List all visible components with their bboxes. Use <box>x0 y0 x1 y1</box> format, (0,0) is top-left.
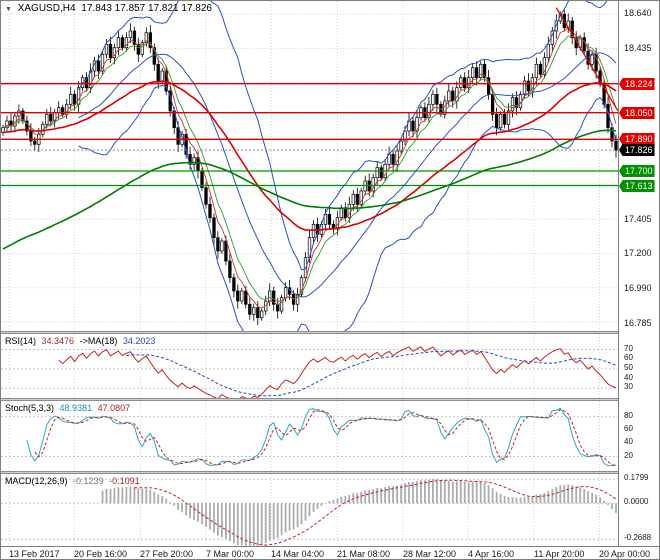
rsi-ma-line <box>126 350 617 397</box>
price-axis-label: 18.435 <box>624 43 652 53</box>
rsi-axis-label: 60 <box>624 353 633 362</box>
resistance-price-badge: 17.890 <box>619 133 655 145</box>
price-axis-label: 16.990 <box>624 283 652 293</box>
stochastic-d-value: 47.0807 <box>97 403 131 413</box>
rsi-value: 34.3476 <box>41 336 75 346</box>
time-axis-label: 27 Feb 20:00 <box>140 549 194 559</box>
chart-caption: ▼ XAGUSD,H4 17.843 17.857 17.821 17.826 <box>5 3 215 14</box>
rsi-axis-label: 40 <box>624 373 633 382</box>
fast-ma-red <box>2 27 617 309</box>
candles <box>1 9 618 326</box>
main-chart-pane[interactable]: ▼ XAGUSD,H4 17.843 17.857 17.821 17.826 <box>1 1 618 331</box>
rsi-caption: RSI(14) 34.3476 ->MA(18) 34.2023 <box>5 336 158 346</box>
pane-separator-stoch-macd[interactable] <box>1 471 659 474</box>
time-axis-label: 28 Mar 12:00 <box>403 549 457 559</box>
rsi-axis-label: 30 <box>624 382 633 391</box>
price-axis-label: 17.200 <box>624 248 652 258</box>
rsi-pane[interactable]: RSI(14) 34.3476 ->MA(18) 34.2023 <box>1 334 618 398</box>
slow-ma-red <box>2 80 617 232</box>
stochastic-label: Stoch(5,3,3) <box>5 403 55 413</box>
rsi-line <box>58 346 617 398</box>
trendline[interactable] <box>555 7 618 112</box>
time-axis-label: 13 Feb 2017 <box>9 549 60 559</box>
vertical-grid <box>8 1 600 331</box>
macd-label: MACD(12,26,9) <box>5 476 68 486</box>
rsi-canvas <box>1 334 618 398</box>
macd-main-value: -0.1239 <box>73 476 104 486</box>
chart-symbol-period: XAGUSD,H4 <box>17 3 76 14</box>
rsi-ma-value: 34.2023 <box>122 336 156 346</box>
bollinger-middle-band <box>78 52 617 298</box>
time-axis[interactable]: 13 Feb 2017 20 Feb 16:00 27 Feb 20:00 7 Mar… <box>1 546 659 559</box>
macd-canvas <box>1 474 618 546</box>
rsi-axis-label: 70 <box>624 344 633 353</box>
chart-shift-arrow-icon: ▼ <box>5 6 12 13</box>
stochastic-k-line <box>26 407 617 467</box>
price-axis-label: 18.640 <box>624 8 652 18</box>
stochastic-axis-label: 40 <box>624 437 633 446</box>
macd-pane[interactable]: MACD(12,26,9) -0.1239 -0.1091 <box>1 474 618 546</box>
rsi-ma-label: ->MA(18) <box>79 336 118 346</box>
stochastic-k-value: 48.9381 <box>59 403 93 413</box>
macd-axis-label: -0.2688 <box>624 533 652 542</box>
stochastic-axis-label: 60 <box>624 424 633 433</box>
price-axis-label: 16.785 <box>624 318 652 328</box>
price-axis-label: 17.405 <box>624 214 652 224</box>
support-price-badge: 17.700 <box>619 165 655 177</box>
rsi-axis-label: 50 <box>624 363 633 372</box>
rsi-label: RSI(14) <box>5 336 37 346</box>
bollinger-lower-band <box>78 84 617 331</box>
resistance-price-badge: 18.224 <box>619 78 655 90</box>
time-axis-label: 20 Apr 00:00 <box>599 549 651 559</box>
time-axis-label: 4 Apr 16:00 <box>468 549 515 559</box>
main-chart-canvas <box>1 1 618 331</box>
resistance-price-badge: 18.050 <box>619 107 655 119</box>
stochastic-caption: Stoch(5,3,3) 48.9381 47.0807 <box>5 403 133 413</box>
stochastic-canvas <box>1 401 618 471</box>
macd-caption: MACD(12,26,9) -0.1239 -0.1091 <box>5 476 143 486</box>
pane-separator-rsi-stoch[interactable] <box>1 398 659 401</box>
fast-ma-green <box>2 35 617 303</box>
macd-axis-label: 0.1799 <box>624 473 649 482</box>
macd-signal-line <box>134 479 617 546</box>
macd-histogram <box>101 479 617 546</box>
time-axis-label: 7 Mar 00:00 <box>206 549 255 559</box>
chart-last-ohlc: 17.843 17.857 17.821 17.826 <box>81 3 212 14</box>
bollinger-upper-band <box>78 1 608 271</box>
stochastic-pane[interactable]: Stoch(5,3,3) 48.9381 47.0807 <box>1 401 618 471</box>
pane-separator-main-rsi[interactable] <box>1 331 659 334</box>
time-axis-label: 21 Mar 08:00 <box>337 549 391 559</box>
macd-signal-value: -0.1091 <box>109 476 140 486</box>
current-price-badge: 17.826 <box>619 144 655 156</box>
stochastic-d-line <box>34 409 617 466</box>
slow-ma-green <box>2 129 617 250</box>
stochastic-axis-label: 20 <box>624 451 633 460</box>
macd-axis-label: 0.0000 <box>624 497 649 506</box>
support-price-badge: 17.613 <box>619 180 655 192</box>
time-axis-label: 20 Feb 16:00 <box>74 549 128 559</box>
time-axis-label: 14 Mar 04:00 <box>271 549 325 559</box>
stochastic-axis-label: 80 <box>624 411 633 420</box>
time-axis-label: 11 Apr 20:00 <box>534 549 585 559</box>
price-axis[interactable]: 18.640 18.435 17.405 17.200 16.990 16.785 18.2… <box>618 1 659 546</box>
